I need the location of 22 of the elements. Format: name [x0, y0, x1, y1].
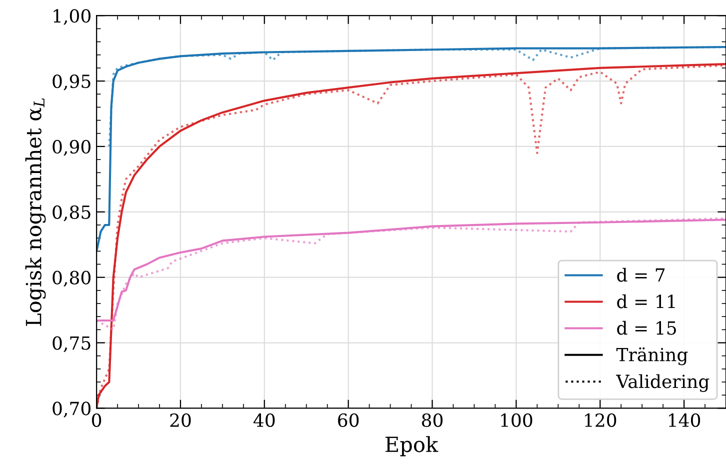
x-tick-label: 0: [92, 413, 102, 428]
x-tick-label: 20: [170, 413, 191, 428]
legend-label: d = 7: [617, 268, 665, 282]
y-axis-title: Logisk nogrannhet α$_{L}$: [25, 98, 46, 326]
annotation: Validering: [616, 374, 710, 392]
x-tick-label: 80: [422, 413, 443, 428]
x-tick-label: 40: [253, 413, 275, 428]
x-tick-label: 120: [585, 413, 616, 428]
x-tick-label: 100: [501, 413, 532, 428]
y-tick-label: 0,70: [52, 402, 90, 418]
y-tick-label: 0,95: [52, 74, 90, 90]
legend-label: d = 11: [617, 294, 675, 308]
y-tick-label: 0,90: [52, 140, 90, 156]
annotation: Träning: [616, 347, 688, 366]
x-axis-title: Epok: [386, 436, 438, 456]
x-tick-label: 140: [669, 413, 700, 428]
y-tick-label: 0,80: [52, 270, 90, 287]
x-tick-label: 60: [338, 413, 359, 428]
legend-label: d = 15: [617, 320, 676, 335]
y-tick-label: 0,75: [52, 336, 90, 352]
y-tick-label: 1,00: [54, 9, 90, 25]
y-tick-label: 0,85: [52, 205, 90, 222]
